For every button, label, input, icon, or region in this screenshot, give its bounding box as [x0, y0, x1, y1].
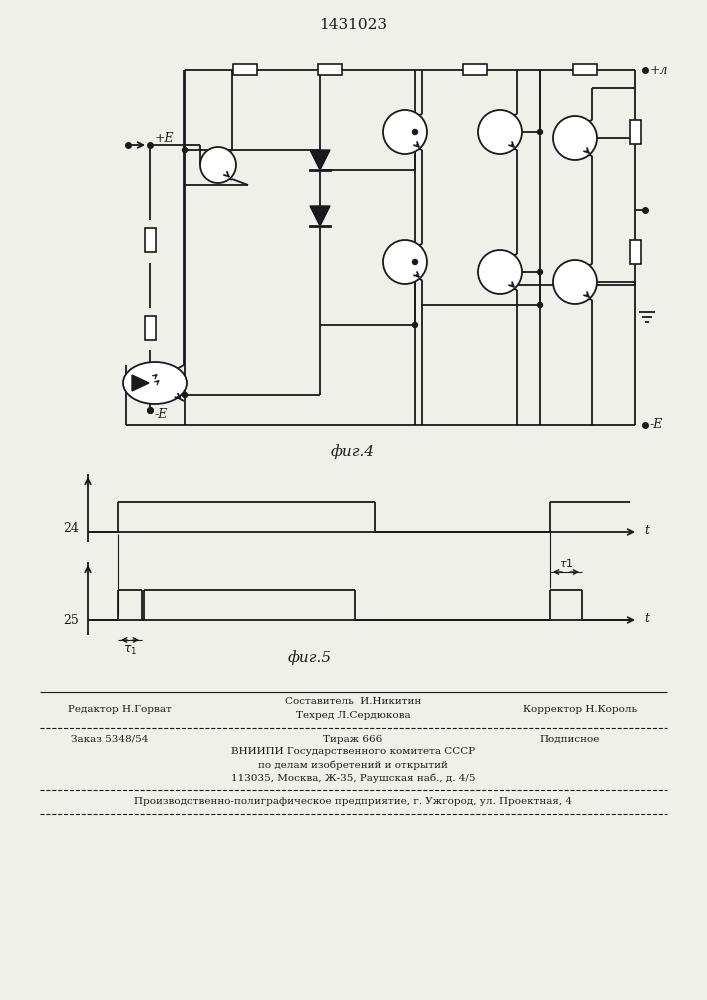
Bar: [630, 240, 641, 264]
Ellipse shape: [123, 362, 187, 404]
Polygon shape: [132, 375, 149, 391]
Text: $\tau 1$: $\tau 1$: [559, 557, 573, 569]
Point: [305, 220, 314, 232]
Text: -E: -E: [650, 418, 663, 432]
Circle shape: [383, 110, 427, 154]
Text: +E: +E: [155, 132, 175, 145]
Bar: [630, 120, 641, 144]
Text: 1431023: 1431023: [319, 18, 387, 32]
Text: $\tau_1$: $\tau_1$: [123, 643, 137, 657]
Bar: [573, 64, 597, 75]
Text: Тираж 666: Тираж 666: [323, 734, 382, 744]
Text: по делам изобретений и открытий: по делам изобретений и открытий: [258, 760, 448, 770]
Circle shape: [412, 322, 418, 328]
Text: t: t: [644, 524, 649, 538]
Text: -E: -E: [155, 408, 168, 422]
Text: фиг.5: фиг.5: [288, 651, 332, 665]
Bar: [463, 64, 487, 75]
Circle shape: [200, 147, 236, 183]
Circle shape: [537, 302, 542, 308]
Text: ВНИИПИ Государственного комитета СССР: ВНИИПИ Государственного комитета СССР: [231, 748, 475, 756]
Circle shape: [478, 110, 522, 154]
Bar: [145, 228, 156, 252]
Text: 25: 25: [63, 613, 79, 626]
Circle shape: [478, 250, 522, 294]
Circle shape: [553, 116, 597, 160]
Circle shape: [383, 240, 427, 284]
Text: Заказ 5348/54: Заказ 5348/54: [71, 734, 148, 744]
Text: Корректор Н.Король: Корректор Н.Король: [523, 704, 637, 714]
Circle shape: [412, 259, 418, 264]
Circle shape: [537, 269, 542, 274]
Circle shape: [182, 392, 187, 397]
Bar: [318, 64, 342, 75]
Circle shape: [537, 129, 542, 134]
Point: [305, 164, 314, 176]
Text: +л: +л: [650, 64, 669, 77]
Bar: [233, 64, 257, 75]
Text: t: t: [644, 612, 649, 626]
Text: Производственно-полиграфическое предприятие, г. Ужгород, ул. Проектная, 4: Производственно-полиграфическое предприя…: [134, 798, 572, 806]
Polygon shape: [310, 206, 330, 226]
Point: [326, 220, 334, 232]
Text: Редактор Н.Горват: Редактор Н.Горват: [68, 704, 172, 714]
Text: 113035, Москва, Ж-35, Раушская наб., д. 4/5: 113035, Москва, Ж-35, Раушская наб., д. …: [230, 773, 475, 783]
Text: Техред Л.Сердюкова: Техред Л.Сердюкова: [296, 712, 410, 720]
Circle shape: [553, 260, 597, 304]
Text: Составитель  И.Никитин: Составитель И.Никитин: [285, 698, 421, 706]
Polygon shape: [310, 150, 330, 170]
Text: Подписное: Подписное: [540, 734, 600, 744]
Text: фиг.4: фиг.4: [331, 445, 375, 459]
Circle shape: [182, 147, 187, 152]
Bar: [145, 316, 156, 340]
Point: [326, 164, 334, 176]
Circle shape: [412, 129, 418, 134]
Text: 24: 24: [63, 522, 79, 536]
